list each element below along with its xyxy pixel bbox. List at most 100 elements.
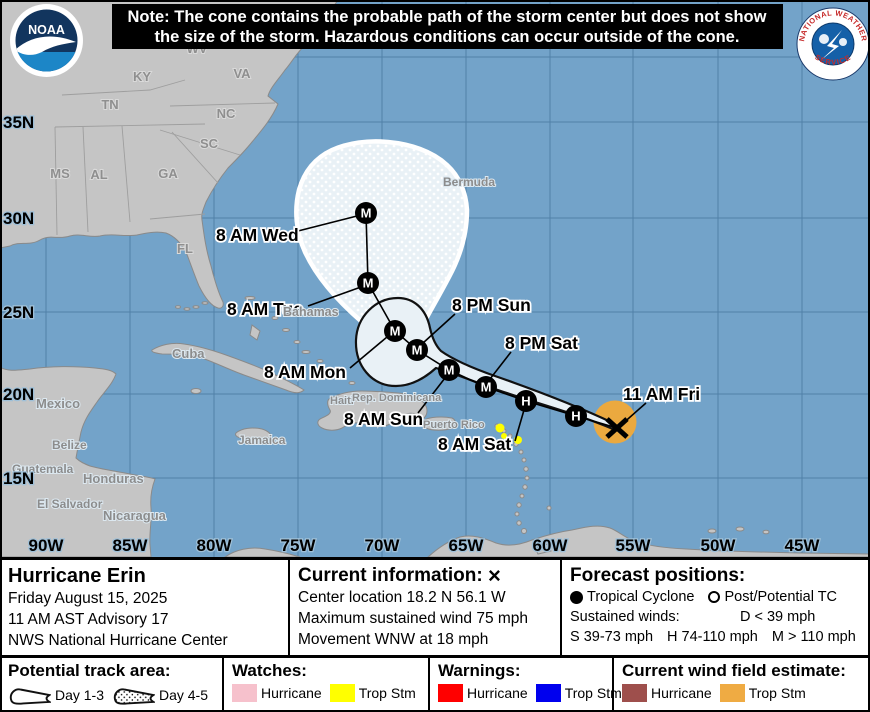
longitude-label: 70W	[365, 536, 401, 555]
track-time-label: 8 AM Sun	[344, 409, 423, 429]
longitude-label: 75W	[281, 536, 317, 555]
track-time-label: 8 AM Sat	[438, 434, 511, 454]
note-banner-line1: Note: The cone contains the probable pat…	[128, 8, 767, 26]
potential-track-area-header: Potential track area:	[8, 661, 171, 680]
land-us	[0, 0, 339, 309]
place-label-bermuda: Bermuda	[443, 175, 495, 189]
storm-date: Friday August 15, 2025	[8, 590, 168, 607]
place-label-honduras: Honduras	[83, 471, 144, 486]
place-label-el-salvador: El Salvador	[37, 497, 103, 511]
land-jamaica	[235, 427, 271, 441]
land-bahamas	[244, 296, 356, 385]
state-label: KY	[133, 69, 151, 84]
place-labels: Bermuda Bahamas Cuba Mexico Belize Guate…	[11, 174, 496, 524]
state-label: VA	[233, 66, 251, 81]
current-position-x-icon	[605, 417, 629, 439]
svg-text:SERVICE: SERVICE	[813, 53, 852, 67]
watches-header: Watches:	[232, 661, 307, 680]
wind-range-d: D < 39 mph	[740, 609, 816, 625]
land-hispaniola	[317, 390, 428, 431]
wind-range-m: M > 110 mph	[771, 629, 856, 645]
storm-agency: NWS National Hurricane Center	[8, 632, 228, 649]
note-banner-line2: the size of the storm. Hazardous conditi…	[155, 28, 740, 46]
storm-name: Hurricane Erin	[8, 565, 146, 587]
track-point-letter: M	[412, 343, 423, 358]
place-label-nicaragua: Nicaragua	[103, 508, 167, 523]
max-sustained-wind: Maximum sustained wind 75 mph	[298, 610, 529, 627]
sustained-winds-label: Sustained winds:	[570, 609, 680, 625]
state-label: FL	[177, 241, 193, 256]
center-location: Center location 18.2 N 56.1 W	[298, 589, 506, 606]
track-point-letter: M	[361, 206, 372, 221]
forecast-cone-day45	[294, 139, 470, 355]
track-point-letter: M	[481, 380, 492, 395]
hurricane-watch-swatch	[232, 684, 257, 702]
longitude-label: 85W	[113, 536, 149, 555]
place-label-mexico: Mexico	[36, 396, 80, 411]
tropstm-windfield-swatch	[719, 684, 745, 702]
graticule-labels: 35N 30N 25N 20N 15N 90W 85W 80W 75W 70W …	[2, 112, 822, 557]
forecast-positions-header: Forecast positions:	[570, 565, 746, 586]
noaa-logo-icon: NOAA	[10, 4, 83, 77]
current-info-header: Current information:	[298, 565, 483, 586]
watches-legend: Watches: Hurricane Trop Stm	[222, 658, 428, 712]
wind-range-h: H 74-110 mph	[667, 629, 758, 645]
place-label-cuba: Cuba	[172, 346, 205, 361]
post-potential-label: Post/Potential TC	[724, 589, 838, 605]
state-borders	[54, 79, 276, 236]
latitude-label: 20N	[3, 385, 34, 404]
nws-logo-icon: NATIONAL WEATHER SERVICE	[796, 7, 870, 81]
longitude-label: 45W	[785, 536, 821, 555]
day45-cone-icon	[113, 688, 155, 705]
day13-label: Day 1-3	[54, 687, 104, 703]
track-point-markers: H H M M M M M M	[355, 202, 587, 427]
potential-track-area-legend: Potential track area: Day 1-3	[0, 658, 222, 712]
track-point-letter: M	[390, 324, 401, 339]
land-central-america	[0, 366, 156, 558]
tropstm-windfield-label: Trop Stm	[748, 685, 806, 701]
hurricane-watch-label: Hurricane	[261, 685, 322, 701]
land-cuba	[151, 342, 305, 394]
noaa-logo-text: NOAA	[28, 23, 65, 37]
tropstm-watch-label: Trop Stm	[358, 685, 416, 701]
hurricane-warning-swatch	[438, 684, 463, 702]
track-time-label: 8 PM Sat	[505, 333, 578, 353]
tropstm-watch-swatch	[329, 684, 355, 702]
latitude-label: 25N	[3, 303, 34, 322]
longitude-label: 80W	[197, 536, 233, 555]
wind-range-s: S 39-73 mph	[570, 629, 654, 645]
latitude-label: 35N	[3, 113, 34, 132]
longitude-label: 60W	[533, 536, 569, 555]
state-label: SC	[200, 136, 219, 151]
tropstm-warning-swatch	[535, 684, 561, 702]
state-label: GA	[158, 166, 178, 181]
info-row: Hurricane Erin Friday August 15, 2025 11…	[0, 560, 870, 655]
place-label-haiti: Haiti	[330, 395, 354, 407]
place-label-bahamas: Bahamas	[283, 305, 339, 319]
forecast-positions-block: Forecast positions: Tropical Cyclone Pos…	[560, 560, 870, 655]
wind-field-legend: Current wind field estimate: Hurricane T…	[612, 658, 870, 712]
place-label-jamaica: Jamaica	[238, 433, 286, 447]
storm-x-symbol-icon: ×	[488, 563, 501, 588]
track-time-labels: 11 AM Fri 8 AM Sat 8 PM Sat 8 AM Sun 8 P…	[214, 223, 702, 456]
longitude-label: 90W	[29, 536, 65, 555]
track-time-label: 8 AM Wed	[216, 225, 299, 245]
land-puerto-rico	[421, 416, 456, 431]
info-panel: Hurricane Erin Friday August 15, 2025 11…	[0, 557, 870, 712]
longitude-label: 65W	[449, 536, 485, 555]
track-point-letter: H	[571, 409, 580, 424]
state-label: AL	[90, 167, 107, 182]
forecast-map: H H M M M M M M 11 AM Fri 8 AM Sat 8 PM …	[0, 0, 870, 558]
hurricane-warning-label: Hurricane	[467, 685, 528, 701]
tropstm-warning-label: Trop Stm	[564, 685, 622, 701]
wind-field-header: Current wind field estimate:	[622, 661, 846, 680]
warnings-header: Warnings:	[438, 661, 521, 680]
current-info-block: Current information: × Center location 1…	[288, 560, 560, 655]
hurricane-windfield-swatch	[622, 684, 647, 702]
post-potential-circle-icon	[708, 591, 721, 603]
storm-advisory: 11 AM AST Advisory 17	[8, 611, 169, 628]
place-label-puerto-rico: Puerto Rico	[423, 419, 485, 431]
hurricane-windfield-label: Hurricane	[651, 685, 712, 701]
track-point-letter: M	[363, 276, 374, 291]
